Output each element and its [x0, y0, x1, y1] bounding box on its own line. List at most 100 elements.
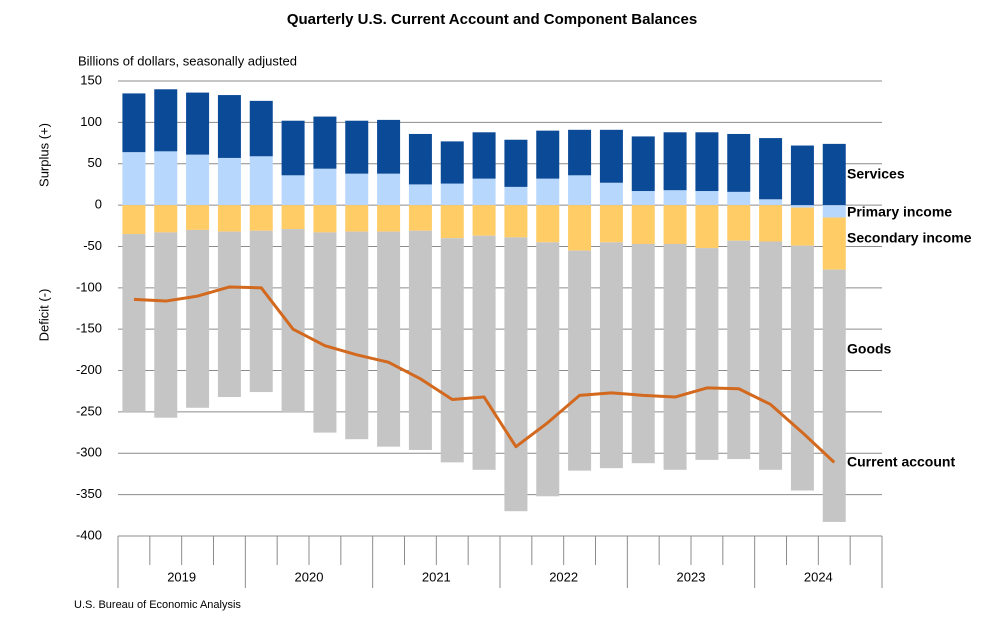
bar-segment — [727, 133, 751, 192]
y-tick-label: -250 — [76, 403, 102, 418]
bar-segment — [695, 191, 719, 206]
source: U.S. Bureau of Economic Analysis — [74, 599, 241, 611]
bar-segment — [727, 240, 751, 460]
bar-segment — [408, 230, 432, 450]
chart-title: Quarterly U.S. Current Account and Compo… — [287, 11, 697, 28]
bar-segment — [472, 178, 496, 206]
y-tick-label: 0 — [95, 197, 102, 212]
bar-segment — [154, 232, 178, 418]
x-group-label: 2022 — [549, 569, 578, 584]
bar-segment — [504, 205, 528, 238]
bar-segment — [790, 145, 814, 206]
y-tick-label: 150 — [80, 72, 102, 87]
bar-segment — [504, 237, 528, 512]
bar-segment — [408, 205, 432, 231]
y-tick-label: -100 — [76, 279, 102, 294]
bar-segment — [217, 231, 241, 398]
bar-segment — [790, 245, 814, 491]
bar-segment — [790, 207, 814, 246]
bar-segment — [599, 182, 623, 206]
bar-segment — [536, 130, 560, 179]
bar-segment — [249, 156, 273, 206]
x-group-label: 2019 — [167, 569, 196, 584]
bar-segment — [504, 139, 528, 187]
y-axis-label: Deficit (-) — [36, 289, 51, 342]
bar-segment — [122, 152, 146, 206]
bar-segment — [568, 205, 592, 251]
bar-segment — [281, 175, 305, 206]
y-tick-label: -400 — [76, 527, 102, 542]
bar-segment — [695, 248, 719, 460]
bar-segment — [377, 205, 401, 232]
bar-segment — [759, 199, 783, 206]
bar-segment — [186, 229, 210, 408]
bar-segment — [568, 129, 592, 176]
bar-segment — [345, 205, 369, 232]
bar-segment — [377, 173, 401, 206]
bar-segment — [790, 205, 814, 208]
bar-segment — [663, 205, 687, 244]
bar-segment — [217, 95, 241, 158]
bar-segment — [599, 129, 623, 183]
bar-segment — [377, 231, 401, 447]
bar-segment — [822, 143, 846, 206]
bar-segment — [440, 205, 464, 239]
bar-segment — [313, 232, 337, 433]
bar-segment — [822, 217, 846, 270]
bar-segment — [281, 120, 305, 176]
x-group-label: 2024 — [804, 569, 833, 584]
y-tick-label: -50 — [83, 238, 102, 253]
bar-segment — [568, 175, 592, 206]
bar-segment — [122, 93, 146, 153]
bar-segment — [727, 205, 751, 241]
y-tick-label: 100 — [80, 114, 102, 129]
legend-label: Goods — [847, 341, 892, 357]
bar-segment — [536, 178, 560, 206]
bar-segment — [249, 100, 273, 157]
y-axis-label: Surplus (+) — [36, 123, 51, 187]
bar-segment — [727, 191, 751, 206]
bar-segment — [186, 92, 210, 155]
legend-label: Primary income — [847, 204, 952, 220]
bar-segment — [122, 234, 146, 412]
bar-segment — [568, 250, 592, 471]
y-tick-label: -350 — [76, 486, 102, 501]
bar-segment — [759, 138, 783, 200]
bar-segment — [504, 186, 528, 206]
bar-segment — [472, 205, 496, 236]
bar-segment — [345, 231, 369, 440]
y-tick-label: -150 — [76, 321, 102, 336]
bar-segment — [536, 205, 560, 243]
bar-segment — [631, 243, 655, 464]
x-group-label: 2023 — [677, 569, 706, 584]
line — [133, 285, 836, 464]
bar-segment — [759, 205, 783, 242]
x-group-label: 2020 — [295, 569, 324, 584]
bar-segment — [599, 205, 623, 243]
bar-segment — [822, 269, 846, 522]
bar-segment — [122, 205, 146, 235]
bar-segment — [408, 184, 432, 206]
bar-segment — [186, 154, 210, 206]
subtitle: Billions of dollars, seasonally adjusted — [78, 53, 297, 68]
bar-segment — [249, 230, 273, 393]
bar-segment — [217, 205, 241, 232]
bar-segment — [313, 205, 337, 233]
bar-segment — [440, 141, 464, 184]
bar-segment — [631, 136, 655, 192]
legend-label: Current account — [847, 454, 955, 470]
bar-segment — [345, 120, 369, 174]
bar-segment — [186, 205, 210, 230]
bar-segment — [440, 183, 464, 206]
bar-segment — [154, 205, 178, 233]
bar-segment — [822, 205, 846, 218]
bar-segment — [759, 241, 783, 470]
bar-segment — [217, 157, 241, 206]
bar-segment — [663, 243, 687, 470]
bar-segment — [440, 238, 464, 463]
bar-segment — [281, 205, 305, 230]
bar-segment — [663, 132, 687, 191]
bar-segment — [249, 205, 273, 231]
bar-segment — [472, 235, 496, 470]
